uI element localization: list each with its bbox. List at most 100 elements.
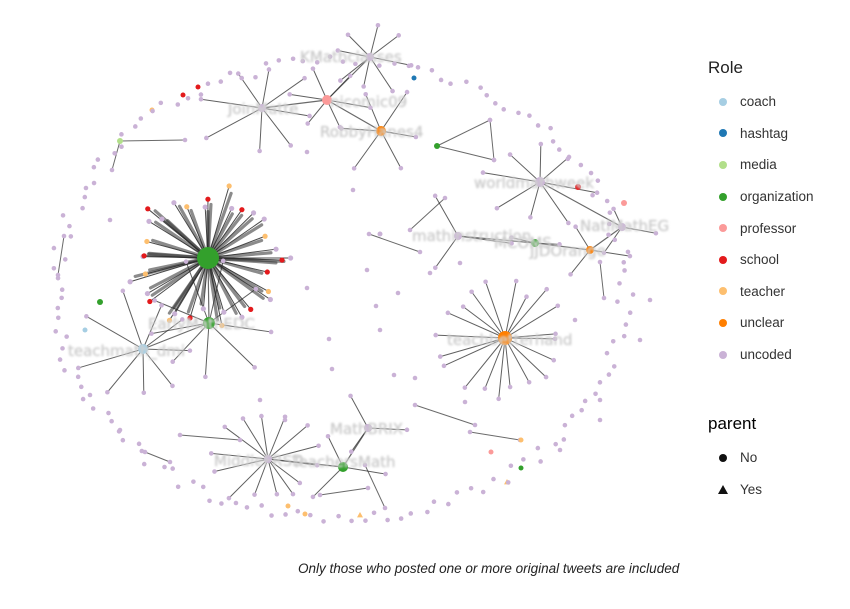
leaf-node bbox=[252, 492, 257, 497]
hub-node bbox=[454, 232, 462, 240]
isolated-node bbox=[611, 364, 617, 369]
isolated-node bbox=[51, 265, 57, 271]
leaf-node bbox=[252, 365, 257, 370]
isolated-node bbox=[185, 96, 191, 101]
role-legend-label: media bbox=[740, 157, 777, 173]
bridge-edge bbox=[589, 226, 623, 251]
isolated-node bbox=[371, 510, 377, 516]
leaf-node bbox=[171, 200, 177, 206]
leaf-node bbox=[597, 259, 603, 265]
edge bbox=[504, 337, 511, 388]
isolated-node bbox=[617, 281, 622, 286]
leaf-node bbox=[412, 402, 418, 408]
isolated-node bbox=[336, 513, 341, 519]
leaf-node bbox=[240, 416, 246, 421]
edge bbox=[436, 119, 491, 147]
leaf-node bbox=[222, 424, 228, 430]
isolated-node bbox=[51, 245, 57, 251]
isolated-node bbox=[468, 485, 474, 491]
isolated-node bbox=[62, 368, 67, 373]
leaf-node bbox=[302, 75, 307, 81]
leaf-node bbox=[445, 310, 451, 316]
leaf-node bbox=[127, 279, 133, 285]
isolated-node bbox=[562, 422, 568, 428]
isolated-node bbox=[572, 317, 578, 323]
leaf-node bbox=[339, 126, 344, 131]
isolated-node bbox=[304, 285, 310, 291]
leaf-node bbox=[347, 73, 353, 79]
leaf-node bbox=[348, 393, 353, 399]
isolated-node bbox=[353, 61, 358, 67]
node-label: teachbetterhand bbox=[447, 331, 572, 349]
edge bbox=[319, 487, 369, 496]
edge bbox=[77, 348, 144, 369]
edge bbox=[142, 318, 183, 350]
hub-node bbox=[338, 462, 348, 472]
isolated-node bbox=[604, 198, 610, 204]
isolated-node bbox=[621, 260, 627, 265]
leaf-node bbox=[267, 296, 273, 303]
isolated-node bbox=[200, 484, 206, 490]
edge bbox=[206, 256, 278, 265]
leaf-node bbox=[219, 322, 225, 329]
isolated-node bbox=[91, 164, 97, 170]
triangle-shape-icon bbox=[718, 484, 728, 494]
node-label: NatlMathEG bbox=[580, 217, 669, 235]
edge bbox=[462, 306, 506, 339]
edge bbox=[436, 145, 495, 161]
isolated-node bbox=[175, 102, 181, 107]
role-legend-item-professor: professor bbox=[708, 212, 848, 244]
leaf-node bbox=[212, 469, 217, 474]
isolated-node bbox=[606, 232, 611, 238]
leaf-node bbox=[345, 32, 351, 38]
edge bbox=[369, 56, 394, 92]
edge bbox=[326, 99, 341, 128]
isolated-node bbox=[327, 54, 333, 59]
edge bbox=[267, 424, 309, 460]
isolated-node bbox=[454, 490, 460, 495]
isolated-node bbox=[141, 461, 147, 467]
accent-node bbox=[377, 231, 383, 237]
leaf-node bbox=[226, 183, 232, 189]
isolated-node bbox=[198, 92, 204, 97]
role-legend-item-teacher: teacher bbox=[708, 276, 848, 308]
isolated-node bbox=[82, 194, 88, 200]
accent-node bbox=[82, 327, 88, 333]
hub-node bbox=[264, 455, 272, 463]
isolated-node bbox=[392, 61, 397, 66]
accent-node bbox=[575, 184, 581, 190]
node-parent bbox=[357, 512, 363, 518]
leaf-node bbox=[528, 215, 533, 220]
leaf-node bbox=[273, 246, 279, 252]
isolated-node bbox=[612, 237, 618, 243]
edge bbox=[482, 172, 541, 183]
isolated-node bbox=[391, 372, 397, 378]
leaf-node bbox=[509, 241, 514, 246]
leaf-node bbox=[142, 271, 149, 277]
edge bbox=[504, 333, 557, 339]
isolated-node bbox=[300, 58, 306, 64]
edge bbox=[504, 337, 530, 383]
leaf-node bbox=[266, 67, 272, 72]
edge bbox=[369, 56, 412, 66]
edge bbox=[179, 434, 241, 441]
isolated-node bbox=[593, 391, 598, 397]
isolated-node bbox=[588, 170, 594, 176]
isolated-node bbox=[207, 498, 212, 504]
isolated-node bbox=[464, 79, 469, 85]
isolated-node bbox=[55, 305, 61, 311]
node-label: TeachersMath bbox=[291, 453, 396, 471]
leaf-node bbox=[437, 354, 443, 359]
leaf-node bbox=[274, 491, 280, 497]
isolated-node bbox=[106, 410, 111, 416]
leaf-node bbox=[288, 255, 294, 261]
bridge-edge bbox=[326, 99, 382, 132]
leaf-node bbox=[237, 437, 243, 443]
node-label: nicomic09 bbox=[330, 93, 407, 111]
isolated-node bbox=[625, 249, 631, 255]
leaf-node bbox=[159, 303, 164, 308]
leaf-node bbox=[653, 230, 659, 236]
leaf-node bbox=[351, 166, 357, 171]
edge bbox=[504, 288, 548, 339]
isolated-node bbox=[269, 513, 274, 518]
